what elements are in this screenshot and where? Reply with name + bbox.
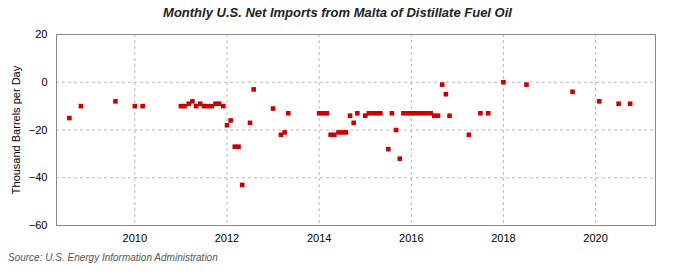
svg-text:−40: −40: [29, 171, 48, 183]
svg-text:−20: −20: [29, 124, 48, 136]
svg-text:20: 20: [35, 28, 47, 40]
svg-text:2018: 2018: [491, 232, 515, 244]
svg-text:2020: 2020: [583, 232, 607, 244]
svg-text:2010: 2010: [123, 232, 147, 244]
svg-text:2012: 2012: [215, 232, 239, 244]
svg-text:2016: 2016: [399, 232, 423, 244]
svg-text:Thousand Barrels per Day: Thousand Barrels per Day: [10, 65, 22, 194]
svg-text:−60: −60: [29, 219, 48, 231]
html-text:Source: U.S. Energy Informatio: Source: U.S. Energy Information Administ…: [8, 252, 218, 263]
svg-text:0: 0: [41, 76, 47, 88]
html-text:Monthly U.S. Net Imports from: Monthly U.S. Net Imports from Malta of D…: [163, 5, 512, 20]
svg-text:2014: 2014: [307, 232, 331, 244]
